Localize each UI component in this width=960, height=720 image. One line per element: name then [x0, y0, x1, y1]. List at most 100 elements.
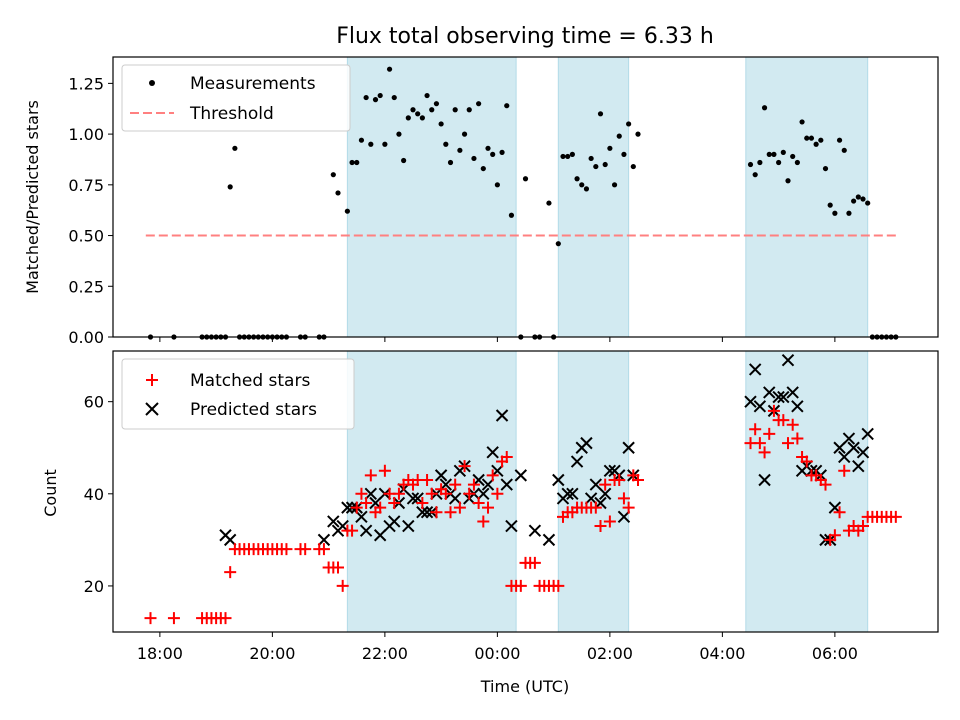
legend-predicted-marker [145, 402, 159, 416]
x-tick-label: 00:00 [474, 644, 520, 663]
ratio-panel: 0.00 0.25 0.50 0.75 1.00 1.25 Matched/Predict… [23, 56, 939, 347]
top-y-axis-label: Matched/Predicted stars [23, 100, 42, 294]
measurement-point [752, 172, 758, 178]
predicted-star-point [500, 478, 513, 491]
measurement-point [565, 153, 571, 160]
predicted-star-point [528, 524, 542, 537]
measurement-point [335, 190, 341, 196]
matched-star-point [444, 506, 457, 519]
predicted-star-point [514, 469, 528, 482]
predicted-star-point [570, 455, 584, 468]
measurement-point [471, 155, 477, 162]
y-tick-label: 0.50 [68, 227, 104, 246]
matched-star-point [378, 464, 391, 477]
matched-star-point [589, 501, 602, 514]
predicted-star-point [786, 386, 799, 399]
matched-star-point [421, 473, 434, 486]
measurement-point [841, 147, 847, 153]
top-axes-frame [112, 56, 939, 338]
predicted-star-point [317, 533, 331, 547]
measurement-point [574, 176, 580, 182]
matched-star-point [482, 501, 494, 514]
predicted-star-point [748, 363, 762, 376]
measurement-point [354, 159, 360, 166]
matched-star-point [833, 506, 846, 519]
matched-star-point [552, 579, 565, 592]
measurement-point [860, 196, 866, 202]
top-legend-box [121, 64, 351, 132]
measurement-point [761, 105, 768, 111]
predicted-star-point [617, 510, 631, 524]
measurement-point [438, 121, 444, 127]
measurement-point [504, 103, 510, 109]
predicted-star-point [842, 432, 856, 445]
measurement-point [546, 200, 552, 206]
measurement-point [452, 107, 458, 113]
measurement-point [555, 241, 561, 247]
predicted-star-point [481, 478, 495, 491]
predicted-star-point [603, 464, 617, 477]
predicted-star-point [753, 400, 767, 413]
top-x-ticks [159, 337, 836, 342]
measurement-point [818, 137, 824, 143]
predicted-star-point [486, 446, 499, 459]
measurement-point [372, 97, 379, 103]
matched-star-point [364, 469, 377, 482]
matched-star-point [782, 437, 794, 450]
measurement-point [776, 159, 782, 166]
measurement-point [457, 147, 463, 153]
matched-star-point [857, 520, 869, 533]
measurement-point [588, 155, 594, 162]
predicted-star-point [355, 510, 368, 524]
bottom-legend: Matched stars Predicted stars [121, 358, 355, 430]
measurement-point [747, 161, 754, 168]
observing-windows [346, 350, 869, 633]
y-tick-label: 60 [84, 393, 104, 412]
predicted-star-point [772, 390, 785, 404]
matched-star-point [280, 543, 293, 556]
y-tick-label: 40 [84, 485, 104, 504]
measurement-point [382, 141, 388, 147]
matched-star-point [749, 423, 762, 436]
predicted-star-point [852, 459, 865, 473]
measurement-point [808, 135, 815, 141]
x-tick-label: 06:00 [812, 644, 858, 663]
measurement-point [851, 198, 857, 204]
x-tick-label: 04:00 [699, 644, 745, 663]
measurement-point [593, 163, 599, 170]
measurement-point [429, 107, 435, 113]
predicted-star-point [566, 487, 579, 501]
measurement-point [485, 145, 491, 151]
matched-star-point [599, 478, 612, 491]
measurement-point [757, 159, 763, 166]
y-tick-label: 0.25 [68, 277, 104, 296]
matched-star-point [144, 612, 157, 625]
predicted-star-point [847, 441, 860, 454]
matched-star-point [416, 497, 429, 510]
predicted-star-point [373, 529, 387, 542]
measurement-point [583, 186, 590, 192]
matched-star-point [477, 515, 490, 528]
predicted-star-point [505, 519, 518, 533]
measurement-point [626, 121, 632, 127]
predicted-star-point [777, 390, 790, 404]
matched-star-point [889, 510, 902, 523]
matched-star-point [753, 437, 766, 450]
y-tick-label: 0.00 [68, 328, 104, 347]
measurement-point [785, 178, 791, 184]
predicted-star-point [589, 478, 603, 491]
matched-star-point [458, 460, 471, 473]
matched-star-points [144, 404, 902, 625]
matched-star-point [767, 404, 780, 417]
measurement-point [377, 92, 383, 99]
predicted-star-point [327, 515, 340, 528]
matched-star-point [632, 473, 644, 486]
measurement-point [401, 157, 407, 164]
predicted-star-point [388, 515, 401, 528]
top-y-ticks: 0.00 0.25 0.50 0.75 1.00 1.25 [68, 74, 113, 347]
matched-star-point [603, 515, 616, 528]
matched-star-point [594, 520, 607, 533]
y-tick-label: 0.75 [68, 176, 104, 195]
measurement-point [569, 151, 575, 157]
measurement-point [855, 194, 861, 200]
